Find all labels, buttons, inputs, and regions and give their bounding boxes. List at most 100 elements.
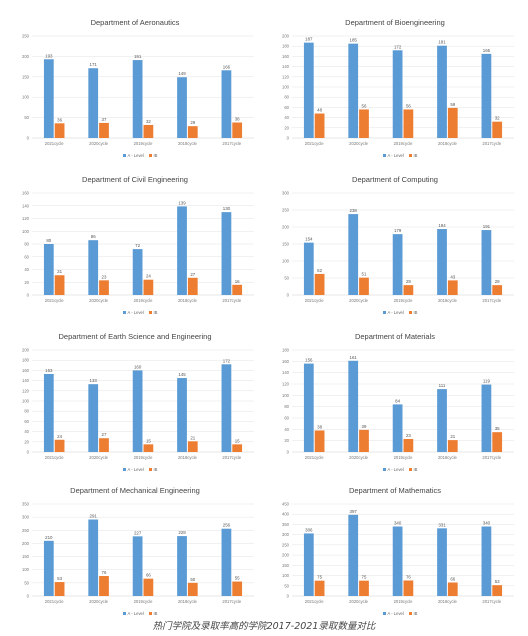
- bar-a-level: [221, 364, 232, 452]
- y-tick-label: 160: [22, 368, 30, 373]
- data-label: 23: [406, 433, 411, 438]
- bar-a-level: [43, 373, 54, 452]
- y-tick-label: 160: [22, 191, 30, 196]
- bar-a-level: [348, 43, 359, 138]
- bar-a-level: [437, 528, 447, 596]
- legend-swatch: [123, 311, 126, 314]
- y-tick-label: 180: [282, 44, 290, 49]
- bar-ib: [232, 581, 243, 596]
- y-tick-label: 350: [22, 502, 30, 507]
- data-label: 161: [350, 355, 358, 360]
- x-tick-label: 2018cycle: [178, 455, 198, 460]
- bar-a-level: [392, 526, 403, 596]
- bar-a-level: [88, 519, 99, 596]
- chart-panel: Department of Aeronautics 0 50 100 150 200 250…: [10, 18, 260, 168]
- y-tick-label: 80: [24, 409, 29, 414]
- data-label: 228: [178, 530, 186, 535]
- y-tick-label: 200: [282, 225, 290, 230]
- x-tick-label: 2021cycle: [305, 455, 325, 460]
- x-tick-label: 2019cycle: [394, 141, 414, 146]
- data-label: 179: [394, 228, 402, 233]
- data-label: 76: [406, 574, 411, 579]
- chart-grid: Department of Aeronautics 0 50 100 150 200 250…: [10, 18, 520, 616]
- y-tick-label: 250: [22, 528, 30, 533]
- bar-ib: [187, 277, 198, 295]
- chart-canvas: 0 50 100 150 200 250 193 36 2021cycle 171 37 2020cy…: [22, 34, 254, 158]
- legend-label: A - Level: [128, 611, 144, 616]
- y-tick-label: 80: [24, 242, 29, 247]
- y-tick-label: 200: [22, 348, 30, 353]
- bar-ib: [447, 582, 458, 596]
- legend-label: IB: [154, 467, 158, 472]
- bar-a-level: [43, 540, 54, 596]
- legend-swatch: [149, 612, 152, 615]
- chart-canvas: 0 50 100 150 200 250 300 350 400 450 306 75 2021cycl…: [282, 502, 514, 616]
- y-tick-label: 50: [284, 276, 289, 281]
- chart-panel: Department of Computing 0 50 100 150 200 250 30…: [270, 175, 520, 325]
- data-label: 55: [235, 576, 240, 581]
- bar-ib: [492, 432, 503, 452]
- y-tick-label: 120: [282, 74, 290, 79]
- y-tick-label: 160: [282, 359, 290, 364]
- chart-canvas: 0 20 40 60 80 100 120 140 160 180 200 153 24 2021cycl…: [22, 348, 254, 472]
- legend-swatch: [383, 311, 386, 314]
- data-label: 172: [394, 44, 402, 49]
- bar-a-level: [132, 370, 143, 452]
- legend-label: A - Level: [128, 310, 144, 315]
- bar-ib: [359, 109, 369, 138]
- x-tick-label: 2017cycle: [482, 455, 502, 460]
- data-label: 50: [190, 577, 195, 582]
- y-tick-label: 300: [22, 515, 30, 520]
- bar-ib: [492, 121, 503, 138]
- y-tick-label: 0: [287, 450, 290, 455]
- bar-ib: [447, 280, 458, 295]
- y-tick-label: 50: [24, 115, 29, 120]
- data-label: 291: [90, 514, 98, 519]
- bar-ib: [54, 123, 65, 138]
- data-label: 24: [57, 434, 62, 439]
- data-label: 36: [57, 117, 62, 122]
- bar-ib: [232, 122, 243, 138]
- bar-ib: [359, 277, 369, 295]
- legend-swatch: [409, 612, 412, 615]
- chart-title: Department of Mechanical Engineering: [70, 486, 200, 495]
- data-label: 38: [235, 116, 240, 121]
- y-tick-label: 50: [284, 583, 289, 588]
- y-tick-label: 0: [287, 136, 290, 141]
- bar-ib: [99, 122, 109, 138]
- x-tick-label: 2017cycle: [222, 298, 242, 303]
- bar-ib: [314, 580, 325, 596]
- legend: A - Level IB: [123, 467, 158, 472]
- legend: A - Level IB: [383, 310, 418, 315]
- data-label: 53: [57, 576, 62, 581]
- bar-ib: [314, 273, 325, 295]
- data-label: 39: [362, 424, 367, 429]
- data-label: 160: [134, 364, 142, 369]
- bar-ib: [54, 439, 65, 452]
- legend: A - Level IB: [123, 153, 158, 158]
- data-label: 29: [495, 279, 500, 284]
- data-label: 181: [438, 40, 446, 45]
- data-label: 29: [406, 279, 411, 284]
- y-tick-label: 0: [27, 450, 30, 455]
- data-label: 340: [483, 520, 491, 525]
- legend-swatch: [123, 154, 126, 157]
- data-label: 238: [350, 208, 358, 213]
- x-tick-label: 2020cycle: [349, 298, 369, 303]
- legend-label: A - Level: [388, 153, 404, 158]
- legend-label: IB: [154, 611, 158, 616]
- bar-a-level: [88, 384, 99, 452]
- y-tick-label: 60: [284, 416, 289, 421]
- y-tick-label: 200: [22, 541, 30, 546]
- x-tick-label: 2021cycle: [45, 455, 65, 460]
- x-tick-label: 2017cycle: [222, 599, 242, 604]
- x-tick-label: 2018cycle: [438, 599, 458, 604]
- y-tick-label: 300: [282, 532, 290, 537]
- bar-a-level: [481, 384, 492, 452]
- x-tick-label: 2019cycle: [134, 455, 154, 460]
- data-label: 210: [45, 535, 53, 540]
- y-tick-label: 20: [24, 280, 29, 285]
- bar-a-level: [177, 378, 187, 452]
- data-label: 191: [483, 224, 491, 229]
- y-tick-label: 100: [22, 399, 30, 404]
